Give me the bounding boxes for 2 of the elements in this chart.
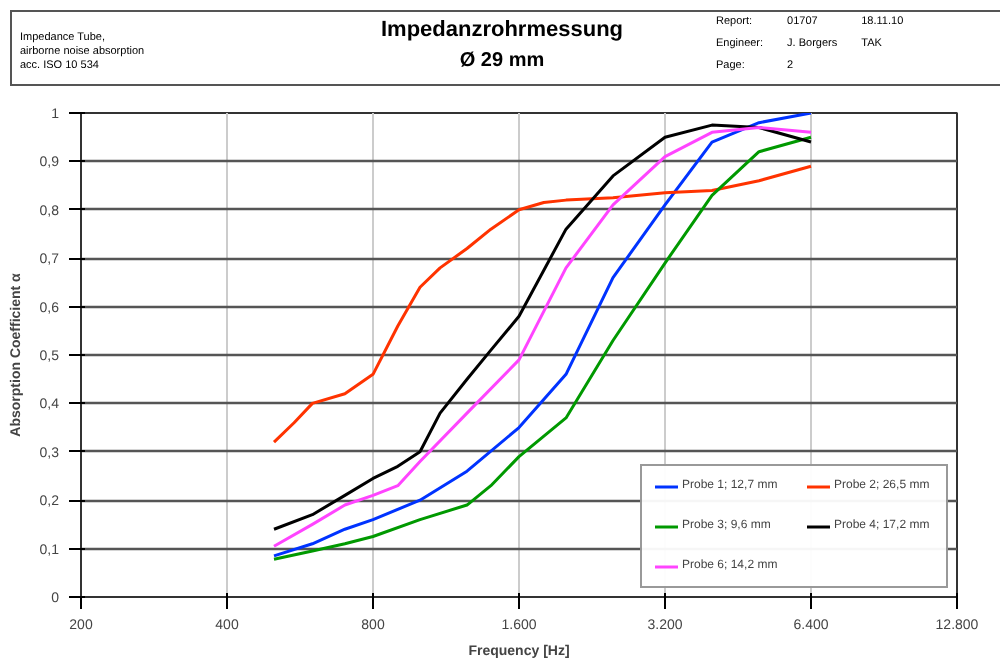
chart-title: Impedanzrohrmessung (378, 16, 626, 46)
chart-subtitle: Ø 29 mm (457, 47, 547, 76)
